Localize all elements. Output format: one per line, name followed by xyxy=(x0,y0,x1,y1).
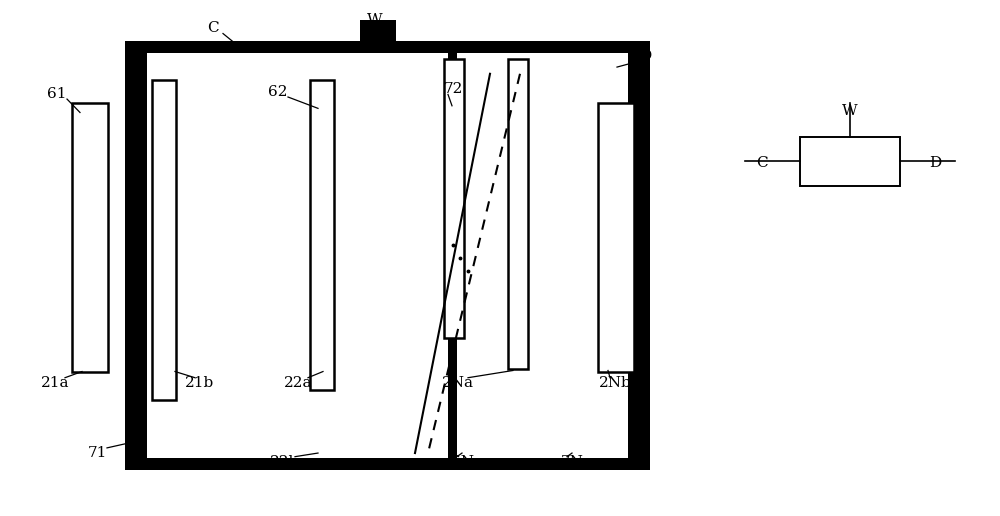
Bar xyxy=(457,53,628,458)
Text: 21b: 21b xyxy=(185,376,215,390)
Text: C: C xyxy=(756,155,768,170)
Text: 61: 61 xyxy=(47,87,67,101)
Bar xyxy=(360,20,396,44)
Bar xyxy=(152,80,176,400)
Bar xyxy=(125,41,470,470)
Text: 22b: 22b xyxy=(270,455,300,469)
Text: 72: 72 xyxy=(443,82,463,96)
Text: 7N: 7N xyxy=(561,455,583,469)
Text: D: D xyxy=(929,155,941,170)
Bar xyxy=(435,41,650,470)
Text: 71: 71 xyxy=(87,446,107,460)
Bar xyxy=(508,59,528,369)
Text: 21a: 21a xyxy=(41,376,69,390)
Text: 6N: 6N xyxy=(450,455,474,469)
Text: 62: 62 xyxy=(268,85,288,99)
Text: 22a: 22a xyxy=(284,376,312,390)
Bar xyxy=(147,53,448,458)
Text: C: C xyxy=(207,21,219,36)
Bar xyxy=(444,59,464,338)
Bar xyxy=(310,80,334,390)
Text: 2Na: 2Na xyxy=(442,376,474,390)
Text: W: W xyxy=(367,12,383,27)
Bar xyxy=(598,103,634,372)
Bar xyxy=(800,137,900,186)
Bar xyxy=(72,103,108,372)
Text: 2Nb: 2Nb xyxy=(599,376,631,390)
Text: D: D xyxy=(639,49,651,63)
Text: W: W xyxy=(842,104,858,118)
